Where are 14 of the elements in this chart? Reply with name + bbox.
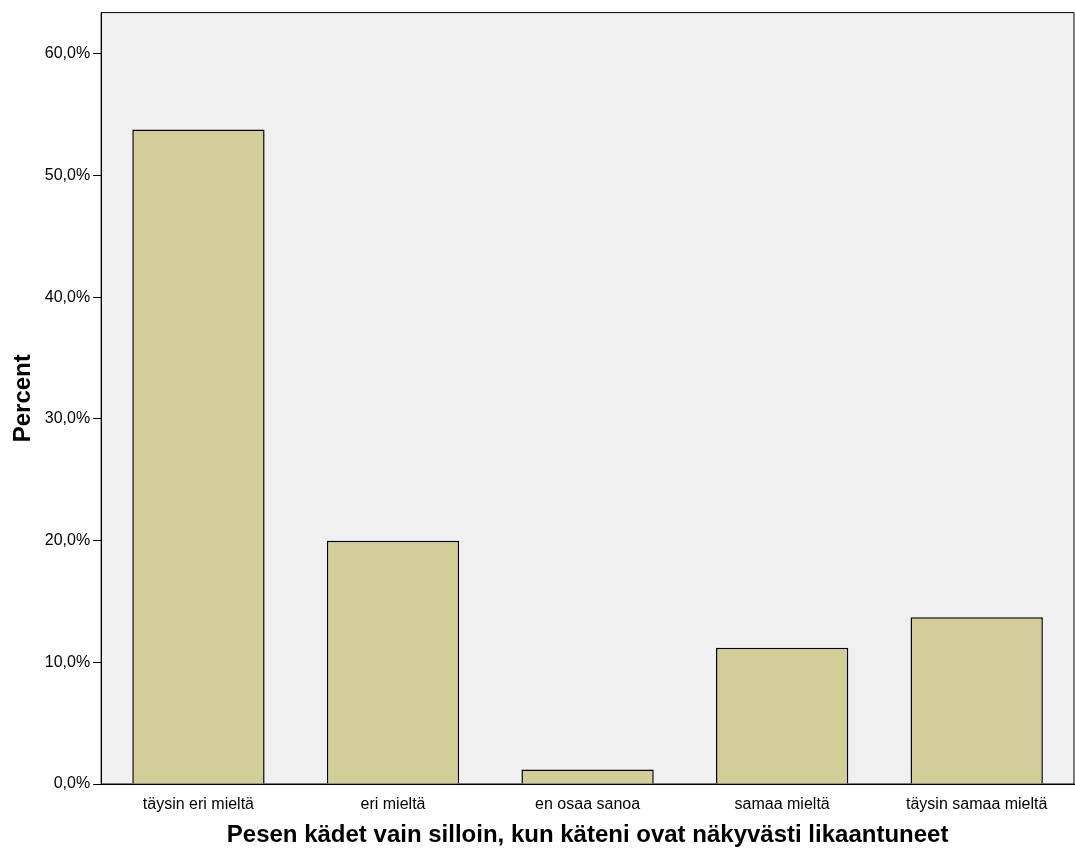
y-tick-label: 50,0%	[44, 166, 91, 184]
y-tick-label: 30,0%	[44, 409, 91, 427]
y-tick-label: 40,0%	[44, 287, 91, 305]
y-tick-label: 60,0%	[44, 44, 91, 62]
x-tick-label: eri mieltä	[360, 795, 426, 813]
x-axis-title: Pesen kädet vain silloin, kun käteni ovat näkyvästi likaantuneet	[226, 820, 949, 848]
x-tick-label: samaa mieltä	[734, 795, 830, 813]
x-tick-label: täysin samaa mieltä	[906, 795, 1048, 813]
y-axis-title: Percent	[8, 354, 36, 443]
x-tick-label: täysin eri mieltä	[142, 795, 255, 813]
y-tick-label: 0,0%	[53, 774, 91, 792]
y-tick-label: 20,0%	[44, 531, 91, 549]
x-tick-label: en osaa sanoa	[535, 795, 641, 813]
y-tick-label: 10,0%	[44, 652, 91, 670]
